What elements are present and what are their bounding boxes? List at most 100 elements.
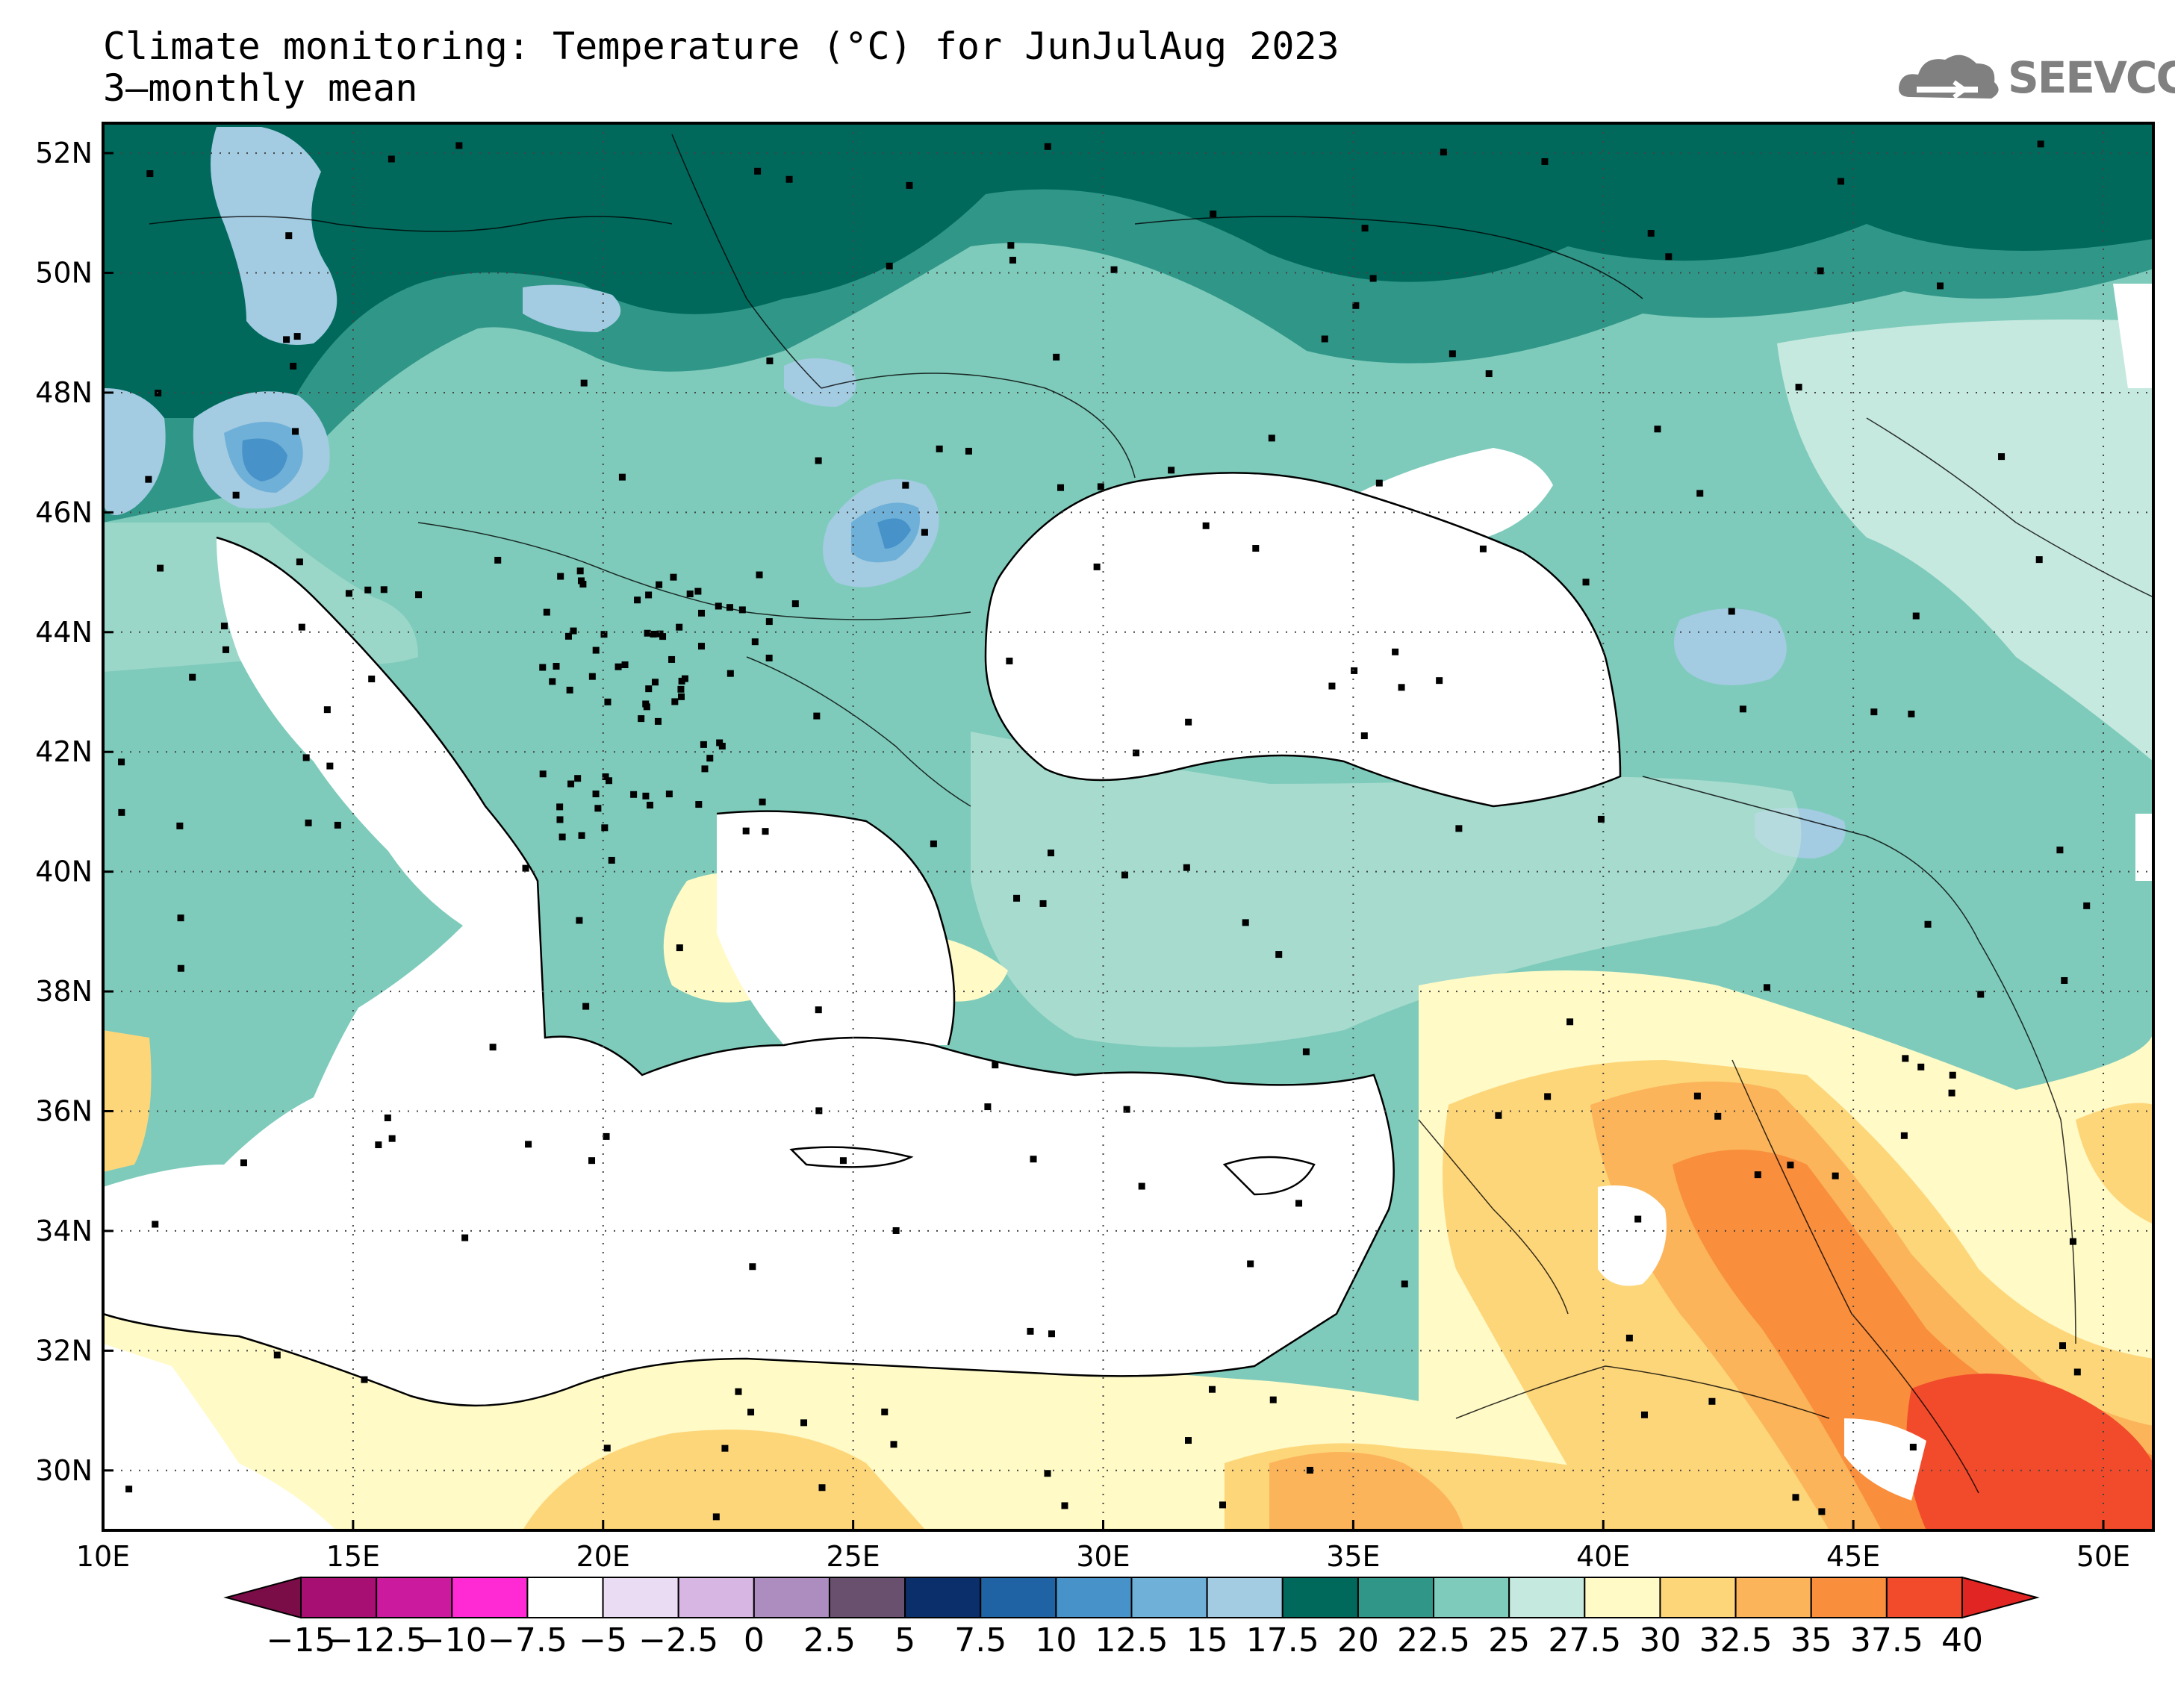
colorbar-label: 27.5 — [1548, 1621, 1622, 1659]
station-marker — [220, 623, 228, 630]
colorbar-label: 17.5 — [1245, 1621, 1319, 1659]
station-marker — [1817, 267, 1824, 275]
field-25-27-anatolia — [971, 732, 1802, 1047]
station-marker — [579, 581, 587, 588]
station-marker — [1654, 426, 1661, 433]
station-marker — [602, 773, 609, 780]
station-marker — [125, 1486, 133, 1493]
station-marker — [566, 686, 573, 694]
station-marker — [1328, 682, 1336, 690]
station-marker — [1039, 900, 1047, 907]
gridlines — [103, 123, 2153, 1530]
station-marker — [608, 856, 615, 864]
station-marker — [345, 590, 352, 597]
station-marker — [671, 698, 679, 705]
masked-area — [1598, 1185, 1667, 1286]
colorbar-label: 32.5 — [1699, 1621, 1773, 1659]
station-marker — [621, 661, 629, 669]
station-marker — [1566, 1018, 1574, 1026]
station-marker — [1268, 434, 1275, 442]
station-marker — [965, 447, 972, 455]
station-marker — [1787, 1162, 1794, 1169]
station-marker — [1006, 657, 1013, 664]
station-marker — [334, 821, 341, 829]
station-marker — [815, 1006, 822, 1014]
station-marker — [177, 914, 184, 922]
station-marker — [553, 663, 560, 670]
lon-tick-label: 20E — [576, 1540, 630, 1573]
station-marker — [157, 564, 164, 572]
station-marker — [726, 670, 734, 677]
station-marker — [323, 706, 331, 714]
station-marker — [1714, 1112, 1722, 1120]
station-marker — [558, 833, 566, 841]
station-marker — [1708, 1397, 1716, 1405]
station-marker — [118, 808, 125, 816]
station-marker — [549, 678, 556, 685]
station-marker — [1027, 1327, 1034, 1335]
station-marker — [603, 1132, 610, 1140]
station-marker — [576, 567, 584, 575]
station-marker — [2059, 1342, 2067, 1350]
station-marker — [718, 743, 726, 750]
station-marker — [754, 167, 762, 175]
station-marker — [921, 529, 928, 536]
colorbar-label: 12.5 — [1095, 1621, 1169, 1659]
station-marker — [1917, 1063, 1925, 1070]
station-marker — [1057, 484, 1065, 491]
colorbar-swatch — [451, 1577, 529, 1618]
station-marker — [1275, 951, 1283, 959]
lon-tick-label: 50E — [2076, 1540, 2130, 1573]
station-marker — [1728, 608, 1735, 615]
lon-tick-label: 45E — [1826, 1540, 1880, 1573]
station-marker — [384, 1114, 391, 1121]
station-marker — [1048, 850, 1055, 857]
station-marker — [1361, 225, 1369, 232]
country-borders — [149, 134, 2153, 1494]
colorbar — [223, 1576, 2040, 1619]
colorbar-swatch — [526, 1577, 604, 1618]
station-marker — [570, 627, 577, 635]
sea-of-azov — [1359, 448, 1553, 539]
station-marker — [697, 643, 705, 650]
station-marker — [1138, 1182, 1145, 1190]
map-title: Climate monitoring: Temperature (°C) for… — [103, 25, 1339, 68]
station-marker — [600, 631, 608, 638]
station-marker — [659, 633, 667, 640]
station-marker — [1360, 732, 1368, 740]
lat-tick-label: 42N — [35, 735, 93, 768]
station-marker — [1185, 1437, 1192, 1444]
colorbar-swatch — [1130, 1577, 1208, 1618]
station-marker — [638, 715, 645, 723]
station-marker — [1582, 579, 1590, 586]
colorbar-swatch — [1357, 1577, 1435, 1618]
colorbar-swatch — [1206, 1577, 1283, 1618]
station-marker — [577, 577, 585, 585]
station-marker — [1647, 230, 1655, 237]
lon-tick-label: 25E — [826, 1540, 880, 1573]
station-marker — [298, 623, 305, 631]
field-17-20 — [103, 123, 2153, 418]
station-marker — [1838, 178, 1844, 185]
station-marker — [1392, 648, 1399, 655]
station-marker — [539, 664, 547, 671]
lon-tick-label: 30E — [1076, 1540, 1130, 1573]
lat-tick-label: 32N — [35, 1334, 93, 1367]
station-marker — [800, 1419, 808, 1427]
station-marker — [604, 698, 612, 705]
station-marker — [1030, 1156, 1037, 1163]
station-marker — [292, 428, 299, 435]
station-marker — [1693, 1092, 1701, 1100]
colorbar-label: 15 — [1186, 1621, 1228, 1659]
station-marker — [1044, 1470, 1051, 1477]
station-marker — [1123, 1106, 1130, 1113]
station-marker — [634, 596, 641, 604]
station-marker — [676, 944, 683, 952]
colorbar-swatch — [753, 1577, 830, 1618]
station-marker — [701, 765, 709, 773]
lat-tick-label: 48N — [35, 376, 93, 409]
logo-text: SEEVCCC — [2008, 52, 2175, 103]
lat-tick-label: 44N — [35, 616, 93, 649]
colorbar-swatch — [980, 1577, 1057, 1618]
